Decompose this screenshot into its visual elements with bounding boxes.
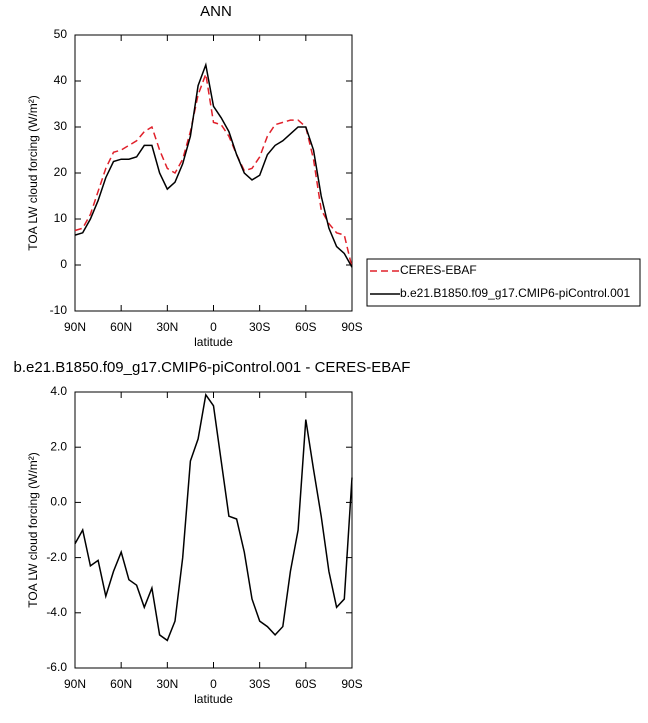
y-tick-label: 40 xyxy=(54,73,68,87)
data-line xyxy=(74,71,353,268)
data-line xyxy=(74,62,353,268)
legend-box xyxy=(366,258,641,307)
y-tick-label: -2.0 xyxy=(46,550,67,564)
chart-title: ANN xyxy=(200,3,232,20)
y-tick-label: 20 xyxy=(54,165,68,179)
x-tick-label: 60S xyxy=(295,677,316,691)
x-tick-label: 30S xyxy=(249,320,270,334)
x-tick-label: 60S xyxy=(295,320,316,334)
chart-title: b.e21.B1850.f09_g17.CMIP6-piControl.001 … xyxy=(14,359,411,376)
y-tick-label: 50 xyxy=(54,27,68,41)
x-tick-label: 0 xyxy=(210,320,217,334)
data-line xyxy=(74,392,353,642)
y-tick-label: 0.0 xyxy=(50,495,67,509)
y-axis-label: TOA LW cloud forcing (W/m²) xyxy=(26,452,40,608)
y-tick-label: -10 xyxy=(50,303,68,317)
legend-label: CERES-EBAF xyxy=(400,263,477,277)
x-tick-label: 90S xyxy=(341,677,362,691)
y-tick-label: 0 xyxy=(60,257,67,271)
y-axis-label: TOA LW cloud forcing (W/m²) xyxy=(26,95,40,251)
y-tick-label: 2.0 xyxy=(50,439,67,453)
plot-frame xyxy=(74,34,353,312)
x-axis-label: latitude xyxy=(194,692,233,706)
plot-frame xyxy=(74,391,353,669)
y-tick-label: 10 xyxy=(54,211,68,225)
x-tick-label: 60N xyxy=(110,320,132,334)
y-tick-label: -6.0 xyxy=(46,660,67,674)
y-tick-label: 30 xyxy=(54,119,68,133)
x-tick-label: 90S xyxy=(341,320,362,334)
x-tick-label: 0 xyxy=(210,677,217,691)
legend-label: b.e21.B1850.f09_g17.CMIP6-piControl.001 xyxy=(400,286,630,300)
y-tick-label: 4.0 xyxy=(50,384,67,398)
x-tick-label: 30N xyxy=(156,677,178,691)
x-tick-label: 30N xyxy=(156,320,178,334)
y-tick-label: -4.0 xyxy=(46,605,67,619)
x-tick-label: 60N xyxy=(110,677,132,691)
x-axis-label: latitude xyxy=(194,335,233,349)
x-tick-label: 90N xyxy=(64,677,86,691)
x-tick-label: 90N xyxy=(64,320,86,334)
x-tick-label: 30S xyxy=(249,677,270,691)
